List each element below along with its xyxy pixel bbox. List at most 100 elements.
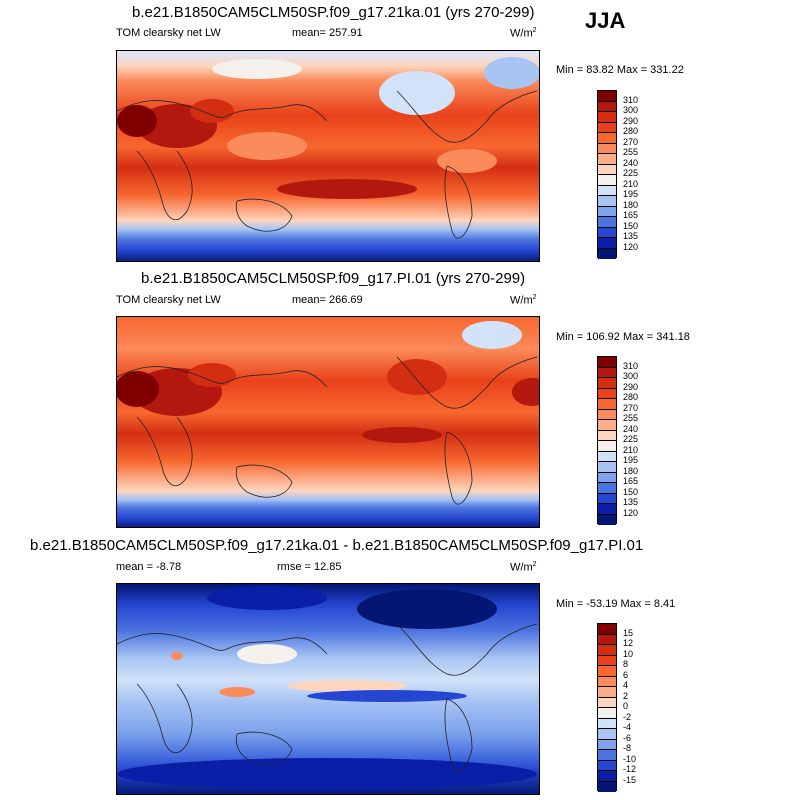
panel-3-title: b.e21.B1850CAM5CLM50SP.f09_g17.21ka.01 -…	[30, 537, 644, 554]
colorbar-tick-label: 0	[623, 701, 629, 711]
colorbar-swatch	[598, 771, 616, 782]
colorbar-swatch	[598, 729, 616, 740]
colorbar-swatch	[598, 154, 616, 165]
colorbar-tick-label: 300	[623, 105, 639, 115]
colorbar-swatch	[598, 430, 616, 441]
colorbar-tick-label: 210	[623, 178, 639, 189]
colorbar-tick-label: -12	[623, 764, 637, 774]
panel-2-mean: mean= 266.69	[292, 294, 363, 306]
colorbar-tick-label: 240	[623, 157, 639, 168]
colorbar-swatch	[598, 175, 616, 186]
colorbar-tick-label: 135	[623, 497, 639, 507]
colorbar-tick-label: 165	[623, 476, 639, 486]
colorbar-tick-label: 270	[623, 136, 639, 147]
colorbar-swatch	[598, 634, 616, 645]
panel-3-units: W/m2	[510, 561, 537, 574]
colorbar-swatch	[598, 624, 616, 635]
colorbar-swatch	[598, 378, 616, 389]
panel-1-colorbar	[597, 90, 617, 259]
colorbar-swatch	[598, 238, 616, 249]
colorbar-swatch	[598, 483, 616, 494]
colorbar-tick-label: 12	[623, 638, 634, 648]
colorbar-tick-label: 310	[623, 94, 639, 105]
season-label: JJA	[585, 8, 626, 33]
panel-2-units-exp: 2	[532, 294, 537, 301]
colorbar-tick-label: 120	[623, 507, 639, 518]
colorbar-tick-label: 180	[623, 465, 639, 476]
panel-3-units-text: W/m	[510, 561, 533, 574]
colorbar-tick-label: 310	[623, 360, 639, 371]
colorbar-swatch	[598, 472, 616, 483]
colorbar-swatch	[598, 718, 616, 729]
colorbar-tick-label: 210	[623, 444, 639, 455]
colorbar-tick-label: 290	[623, 115, 639, 126]
colorbar-tick-label: 225	[623, 168, 639, 178]
colorbar-swatch	[598, 112, 616, 123]
panel-1-variable-label: TOM clearsky net LW	[116, 27, 221, 39]
colorbar-tick-label: -15	[623, 774, 637, 785]
colorbar-tick-label: 225	[623, 434, 639, 444]
colorbar-swatch	[598, 441, 616, 452]
colorbar-swatch	[598, 206, 616, 217]
panel-3-map	[116, 583, 540, 795]
colorbar-swatch	[598, 739, 616, 750]
panel-2-colorbar	[597, 356, 617, 525]
colorbar-tick-label: 2	[623, 690, 629, 701]
colorbar-swatch	[598, 409, 616, 420]
colorbar-swatch	[598, 143, 616, 154]
panel-3-rmse: rmse = 12.85	[277, 561, 342, 573]
colorbar-tick-label: 8	[623, 659, 629, 669]
colorbar-swatch	[598, 91, 616, 102]
panel-3-mean: mean = -8.78	[116, 561, 182, 573]
panel-1-units-text: W/m	[510, 27, 533, 40]
colorbar-tick-label: 135	[623, 231, 639, 241]
panel-1-title: b.e21.B1850CAM5CLM50SP.f09_g17.21ka.01 (…	[132, 4, 535, 21]
panel-1-minmax: Min = 83.82 Max = 331.22	[556, 64, 684, 76]
colorbar-swatch	[598, 750, 616, 761]
panel-2-variable-label: TOM clearsky net LW	[116, 294, 221, 306]
colorbar-swatch	[598, 399, 616, 410]
colorbar-tick-label: -2	[623, 711, 632, 722]
colorbar-tick-label: -6	[623, 732, 632, 743]
colorbar-tick-label: 6	[623, 669, 629, 680]
panel-1-units: W/m2	[510, 27, 537, 40]
panel-1-mean: mean= 257.91	[292, 27, 363, 39]
colorbar-swatch	[598, 185, 616, 196]
panel-3-colorbar	[597, 623, 617, 792]
colorbar-swatch	[598, 196, 616, 207]
panel-3-units-exp: 2	[532, 561, 537, 568]
colorbar-tick-label: 120	[623, 241, 639, 252]
colorbar-swatch	[598, 217, 616, 228]
colorbar-tick-label: 4	[623, 680, 629, 690]
colorbar-tick-label: 165	[623, 210, 639, 220]
colorbar-swatch	[598, 133, 616, 144]
panel-1-map	[116, 50, 540, 262]
colorbar-tick-label: 10	[623, 648, 634, 659]
colorbar-tick-label: 280	[623, 392, 639, 402]
colorbar-swatch	[598, 164, 616, 175]
colorbar-swatch	[598, 676, 616, 687]
colorbar-tick-label: 240	[623, 423, 639, 434]
colorbar-tick-label: 150	[623, 220, 639, 231]
colorbar-swatch	[598, 781, 616, 792]
colorbar-swatch	[598, 493, 616, 504]
panel-3-minmax: Min = -53.19 Max = 8.41	[556, 598, 676, 610]
colorbar-tick-label: 15	[623, 627, 634, 638]
colorbar-swatch	[598, 708, 616, 719]
colorbar-swatch	[598, 760, 616, 771]
colorbar-tick-label: -4	[623, 722, 632, 732]
colorbar-swatch	[598, 655, 616, 666]
colorbar-swatch	[598, 514, 616, 525]
colorbar-swatch	[598, 697, 616, 708]
colorbar-tick-label: 255	[623, 147, 639, 157]
panel-2-units: W/m2	[510, 294, 537, 307]
colorbar-tick-label: 195	[623, 189, 639, 199]
colorbar-tick-label: 195	[623, 455, 639, 465]
colorbar-tick-label: 270	[623, 402, 639, 413]
colorbar-swatch	[598, 451, 616, 462]
colorbar-swatch	[598, 122, 616, 133]
panel-2-map	[116, 316, 540, 528]
panel-2-title: b.e21.B1850CAM5CLM50SP.f09_g17.PI.01 (yr…	[141, 270, 526, 287]
panel-1-units-exp: 2	[532, 27, 537, 34]
colorbar-tick-label: 300	[623, 371, 639, 381]
